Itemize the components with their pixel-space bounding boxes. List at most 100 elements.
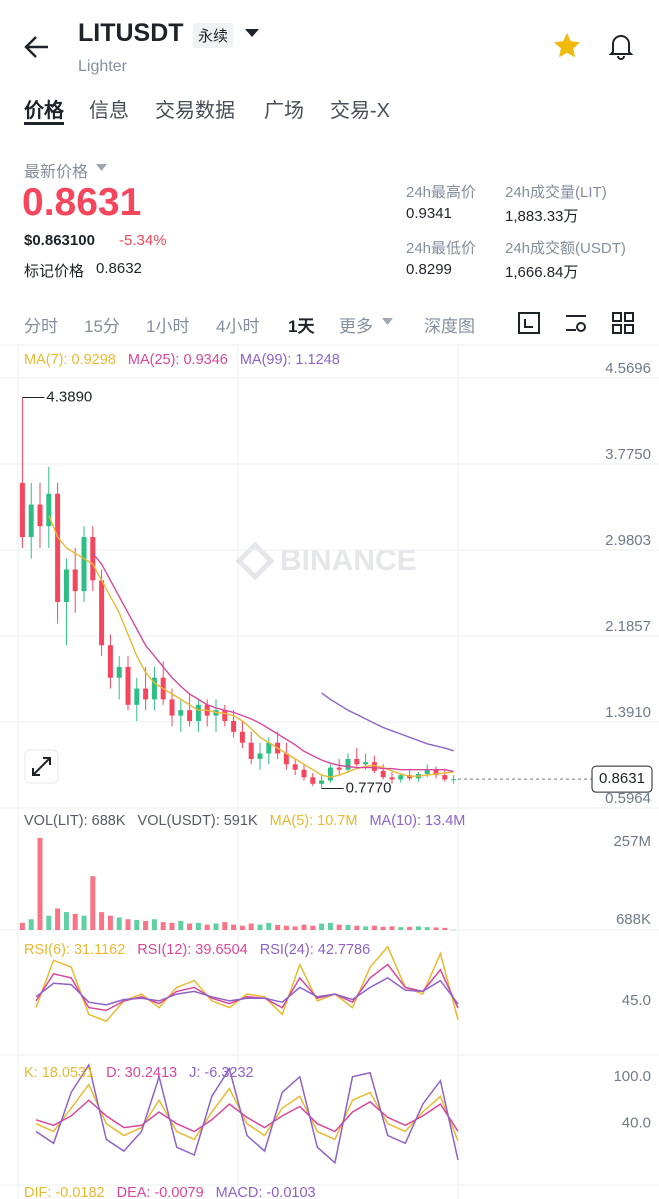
symbol: LITUSDT	[78, 19, 184, 47]
volume-bar	[107, 915, 113, 930]
bell[interactable]	[606, 31, 636, 61]
candle-body	[451, 779, 457, 781]
volume-bar	[81, 915, 87, 930]
volume-bar	[28, 919, 34, 930]
expand-button[interactable]	[24, 749, 59, 784]
icon-settings[interactable]	[564, 311, 588, 335]
interval[interactable]: 分时	[24, 317, 58, 336]
candle-body	[46, 493, 52, 527]
ma-line	[92, 552, 454, 773]
depth-button[interactable]: 深度图	[424, 317, 475, 336]
icon-grid[interactable]	[611, 311, 635, 335]
legend-entry: D: 30.2413	[106, 1065, 177, 1081]
candle-body	[266, 742, 272, 754]
volume-bar	[424, 927, 430, 930]
volume-bar	[63, 912, 69, 930]
candle-body	[195, 704, 201, 722]
volume-bar	[72, 913, 78, 930]
volume-bar	[354, 925, 360, 930]
candle-body	[222, 710, 228, 722]
candle-body	[125, 666, 131, 705]
extreme-label: 4.3890	[46, 388, 92, 405]
tab[interactable]: 交易-X	[330, 100, 390, 122]
candle-body	[239, 731, 245, 743]
legend-entry: VOL(LIT): 688K	[24, 813, 126, 829]
watermark-text: BINANCE	[280, 544, 417, 577]
last-price-box	[591, 765, 653, 793]
stat-value: 0.8299	[406, 261, 452, 278]
y-tick-label: 1.3910	[605, 704, 651, 721]
volume-bar	[292, 926, 298, 930]
tab[interactable]: 广场	[264, 100, 304, 122]
y-tick-label: 2.1857	[605, 618, 651, 635]
tab[interactable]: 交易数据	[155, 100, 235, 122]
stat-value: 1,666.84万	[505, 264, 579, 281]
volume-bar	[283, 925, 289, 930]
interval[interactable]: 15分	[84, 317, 120, 336]
legend-entry: MA(7): 0.9298	[24, 352, 116, 368]
candle-body	[292, 764, 298, 770]
legend-entry: RSI(12): 39.6504	[137, 942, 247, 958]
candle-body	[151, 677, 157, 700]
volume-bar	[407, 926, 413, 930]
more-button[interactable]: 更多	[339, 317, 373, 336]
tab[interactable]: 价格	[24, 100, 64, 122]
candle-body	[398, 775, 404, 780]
candle-body	[248, 742, 254, 759]
volume-bar	[213, 923, 219, 930]
volume-bar	[187, 923, 193, 930]
volume-bar	[178, 921, 184, 930]
volume-bar	[37, 837, 43, 930]
candle-body	[336, 767, 342, 770]
candle-body	[19, 482, 25, 538]
subtitle: Lighter	[78, 58, 127, 75]
candle-body	[345, 758, 351, 770]
candle-body	[178, 710, 184, 716]
mark-price: 0.8632	[96, 260, 142, 277]
stat-value: 1,883.33万	[505, 208, 579, 225]
volume-bar	[319, 923, 325, 930]
legend-entry: MA(5): 10.7M	[270, 813, 358, 829]
volume-bar	[275, 924, 281, 930]
indicator-line	[35, 945, 459, 1023]
indicator-line	[35, 963, 459, 1012]
watermark: BINANCE	[235, 541, 417, 581]
icon-draw[interactable]	[517, 311, 541, 335]
candle-body	[371, 762, 377, 771]
stat-label: 24h最高价	[406, 184, 477, 201]
candle-body	[90, 537, 96, 581]
volume-bar	[160, 922, 166, 930]
y-tick-label: 0.5964	[605, 790, 651, 807]
stat-value: 0.9341	[406, 205, 452, 222]
volume-bar	[442, 927, 448, 930]
interval[interactable]: 1天	[288, 317, 315, 336]
volume-bar	[371, 925, 377, 930]
price-change: -5.34%	[119, 232, 167, 249]
interval[interactable]: 1小时	[146, 317, 190, 336]
candle-body	[380, 770, 386, 778]
candle-body	[116, 666, 122, 678]
candle-body	[63, 569, 69, 602]
legend-entry: RSI(6): 31.1162	[24, 942, 125, 958]
contract-chip[interactable]: 永续	[193, 23, 234, 48]
volume-bar	[451, 929, 457, 931]
interval[interactable]: 4小时	[216, 317, 260, 336]
candle-body	[72, 569, 78, 592]
volume-bar	[380, 926, 386, 930]
candle-body	[187, 710, 193, 722]
volume-bar	[398, 927, 404, 930]
volume-bar	[257, 924, 263, 930]
favorite-star[interactable]	[552, 31, 582, 61]
tab-underline	[24, 122, 64, 125]
legend-entry: DEA: -0.0079	[117, 1185, 204, 1199]
stat-label: 24h最低价	[406, 240, 477, 257]
volume-bar	[222, 922, 228, 930]
candle-body	[363, 762, 369, 765]
volume-bar	[345, 924, 351, 930]
tab[interactable]: 信息	[89, 100, 129, 122]
candle-body	[107, 645, 113, 678]
dropdown-arrow[interactable]	[244, 27, 260, 39]
back-button[interactable]	[22, 32, 52, 62]
candle-body	[28, 504, 34, 538]
y-tick-label: 45.0	[622, 992, 651, 1009]
